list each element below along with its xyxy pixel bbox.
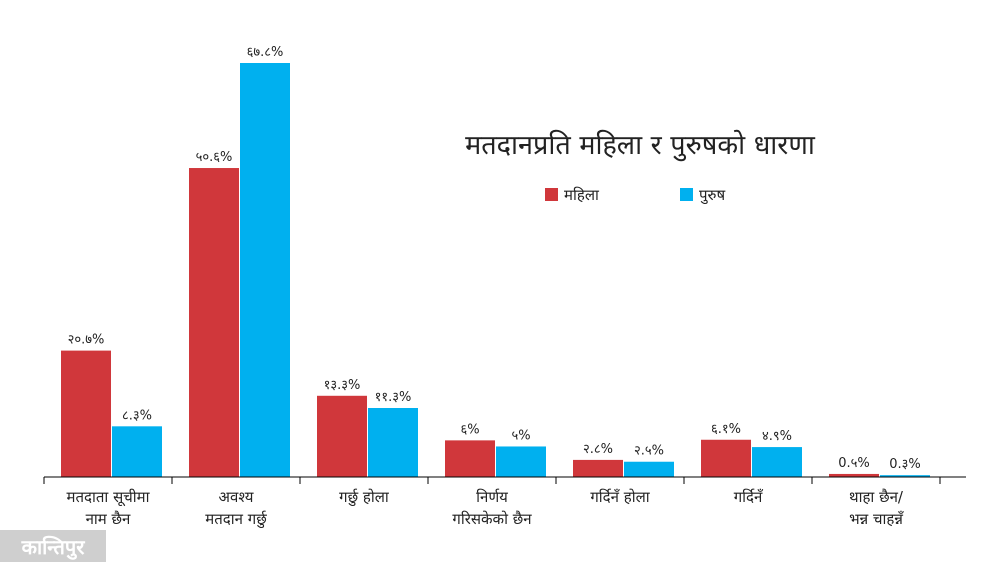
value-label-male-5: ४.९% (762, 429, 792, 444)
bar-female-0 (61, 350, 111, 477)
value-label-male-2: ११.३% (375, 390, 412, 405)
bars-group (61, 63, 930, 477)
value-label-female-0: २०.७% (68, 333, 105, 348)
category-label-6-line-0: थाहा छैन/ (849, 488, 904, 506)
category-label-2-line-0: गर्छु होला (339, 488, 390, 507)
value-label-male-0: ८.३% (122, 408, 152, 423)
value-label-female-4: २.८% (583, 442, 613, 457)
value-label-male-1: ६७.८% (247, 45, 284, 60)
bar-male-1 (240, 63, 290, 477)
category-label-0-line-1: नाम छैन (86, 510, 131, 528)
value-label-female-1: ५०.६% (196, 150, 233, 165)
bar-female-1 (189, 168, 239, 477)
value-label-female-2: १३.३% (324, 378, 361, 393)
value-label-female-3: ६% (460, 422, 479, 437)
bar-male-4 (624, 461, 674, 477)
bar-female-4 (573, 459, 623, 477)
kantipur-logo: कान्तिपुर (0, 530, 106, 562)
bar-female-6 (829, 473, 879, 477)
category-label-4-line-0: गर्दिनँ होला (590, 488, 650, 506)
value-label-male-3: ५% (511, 428, 530, 443)
category-label-3-line-1: गरिसकेको छैन (452, 510, 532, 528)
legend-swatch-male (680, 188, 693, 201)
category-labels-group: मतदाता सूचीमा नाम छैन अवश्य मतदान गर्छु गर्छ… (67, 488, 905, 529)
category-label-1-line-1: मतदान गर्छु (205, 510, 267, 529)
x-axis-ticks (43, 477, 941, 484)
category-label-5-line-0: गर्दिनँ (734, 488, 764, 506)
value-label-male-4: २.५% (634, 444, 664, 459)
category-label-6-line-1: भन्न चाहन्नँ (849, 510, 904, 528)
bar-male-6 (880, 475, 930, 477)
value-label-female-6: 0.५% (838, 456, 870, 471)
legend-label-female: महिला (564, 186, 600, 204)
bar-male-3 (496, 446, 546, 477)
category-label-0-line-0: मतदाता सूचीमा (67, 488, 151, 507)
value-labels-group: २०.७% ८.३% ५०.६% ६७.८% १३.३% ११.३% ६% ५% २.८% २.५… (68, 45, 921, 472)
value-label-female-5: ६.१% (711, 422, 741, 437)
bar-female-5 (701, 439, 751, 477)
legend: महिला पुरुष (545, 186, 725, 205)
bar-male-2 (368, 408, 418, 477)
bar-female-2 (317, 395, 367, 477)
category-label-3-line-0: निर्णय (476, 488, 508, 506)
bar-female-3 (445, 440, 495, 477)
bar-male-5 (752, 447, 802, 477)
category-label-1-line-0: अवश्य (219, 488, 254, 506)
chart-title: मतदानप्रति महिला र पुरुषको धारणा (465, 129, 816, 162)
value-label-male-6: 0.३% (889, 457, 921, 472)
legend-label-male: पुरुष (699, 186, 725, 205)
bar-male-0 (112, 426, 162, 477)
legend-swatch-female (545, 188, 558, 201)
